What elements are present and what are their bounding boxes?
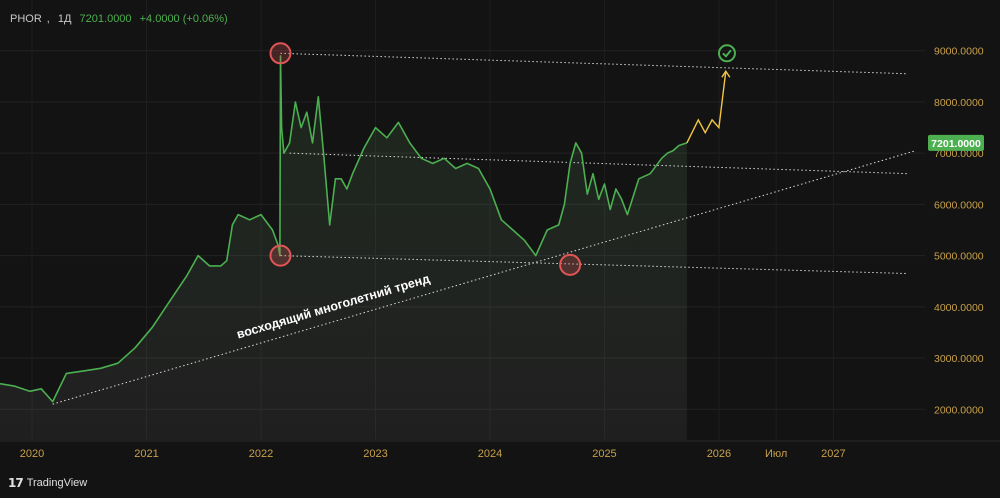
y-tick-label: 7000.0000 (934, 148, 984, 160)
y-tick-label: 9000.0000 (934, 46, 984, 58)
time-axis[interactable]: 2020 2021 2022 2023 2024 2025 2026 Июл 2027 (0, 440, 1000, 460)
check-mark-icon (722, 49, 732, 58)
trend-line-middle (289, 152, 908, 175)
trend-line-lower (280, 255, 908, 275)
pivot-circle-marker (559, 253, 582, 276)
pivot-circle-marker (269, 42, 292, 65)
price-change: +4.0000 (+0.06%) (139, 13, 228, 25)
tradingview-brand[interactable]: 17 TradingView (8, 476, 87, 490)
brand-name: TradingView (26, 477, 88, 489)
symbol[interactable]: PHOR (10, 13, 42, 25)
trend-line-upper (280, 52, 908, 75)
y-tick-label: 5000.0000 (934, 251, 984, 263)
target-check-icon (717, 44, 736, 63)
x-tick-label: 2026 (707, 448, 731, 460)
x-tick-label: 2025 (592, 448, 616, 460)
y-tick-label: 2000.0000 (934, 404, 984, 416)
x-tick-label: 2021 (134, 448, 158, 460)
price-area (0, 55, 687, 441)
last-price: 7201.0000 (79, 13, 132, 25)
x-tick-label: 2027 (821, 448, 845, 460)
price-axis[interactable]: 2000.0000 3000.0000 4000.0000 5000.0000 6000… (934, 46, 984, 417)
projection-line (686, 71, 727, 144)
x-tick-label: 2023 (363, 448, 387, 460)
y-tick-label: 4000.0000 (934, 302, 984, 314)
x-tick-label: 2020 (20, 448, 44, 460)
current-price-tag: 7201.0000 (928, 134, 984, 151)
trend-lines (52, 52, 916, 405)
x-tick-label: Июл (765, 448, 787, 460)
pivot-circle-marker (269, 244, 292, 267)
projection-arrowhead (721, 69, 731, 78)
tradingview-logo-icon: 17 (8, 476, 24, 490)
x-tick-label: 2024 (478, 448, 502, 460)
timeframe[interactable]: 1Д (57, 13, 72, 25)
current-price-label: 7201.0000 (931, 138, 981, 150)
pivot-markers (269, 42, 736, 276)
y-tick-label: 3000.0000 (934, 353, 984, 365)
ticker-header: PHOR, 1Д 7201.0000 +4.0000 (+0.06%) (10, 13, 228, 25)
y-tick-label: 6000.0000 (934, 199, 984, 211)
x-tick-label: 2022 (249, 448, 273, 460)
y-tick-label: 8000.0000 (934, 97, 984, 109)
price-line (0, 55, 688, 403)
